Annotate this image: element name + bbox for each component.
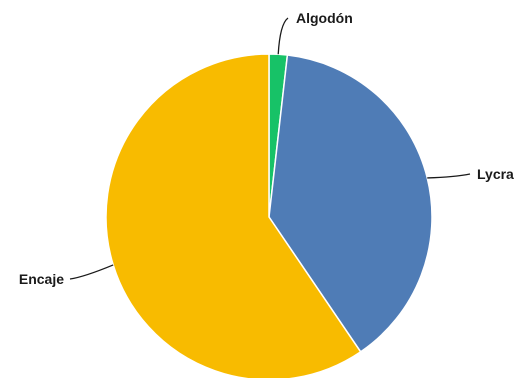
- leader-line-algodon: [277, 17, 289, 55]
- leader-line-encaje: [69, 264, 114, 280]
- data-label-algodon: Algodón: [296, 10, 353, 26]
- leader-line-lycra: [427, 173, 471, 179]
- labels-layer: Algodón Lycra Encaje: [19, 10, 514, 287]
- data-label-lycra: Lycra: [477, 166, 514, 182]
- data-label-encaje: Encaje: [19, 271, 64, 287]
- slices-layer: [105, 53, 433, 381]
